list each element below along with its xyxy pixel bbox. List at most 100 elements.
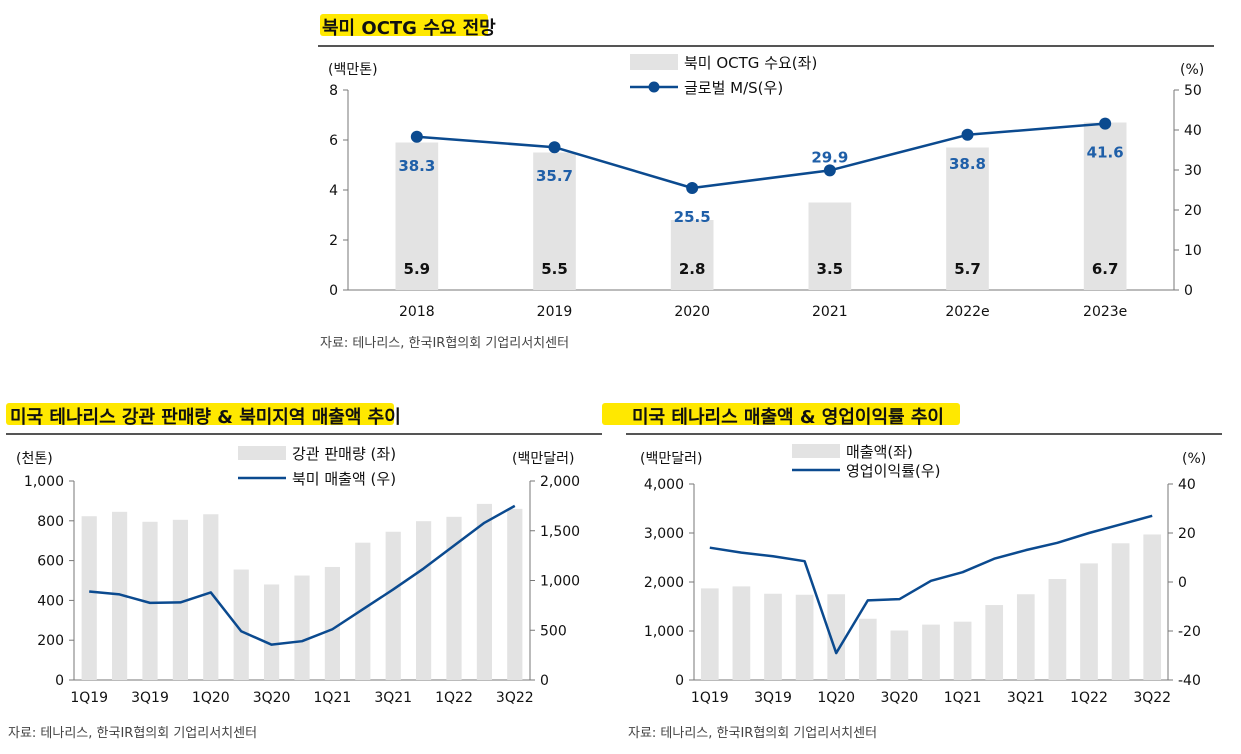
title-rule-top (318, 45, 1214, 47)
bar-value-label: 3.5 (817, 260, 844, 278)
right-tick-label: 10 (1184, 243, 1202, 259)
left-tick-label: 0 (675, 673, 684, 689)
left-tick-label: 6 (329, 133, 338, 149)
x-tick-label: 3Q22 (1133, 690, 1171, 706)
bar (533, 152, 576, 290)
left-tick-label: 1,000 (24, 474, 64, 490)
bar (324, 566, 340, 680)
bar (953, 621, 972, 680)
bar (985, 605, 1004, 680)
line-point (961, 128, 974, 141)
series-line (709, 514, 1153, 655)
right-tick-label: 1,500 (540, 524, 580, 540)
x-tick-label: 3Q20 (253, 690, 291, 706)
left-tick-label: 4,000 (644, 477, 684, 493)
right-tick-label: 20 (1184, 203, 1202, 219)
line-point (1099, 117, 1112, 130)
x-tick-label: 3Q19 (131, 690, 169, 706)
legend-marker-top (648, 81, 660, 93)
right-tick-label: -40 (1178, 673, 1201, 689)
chart-bottom-left: 0 200 400 600 800 1,000 0 500 1,000 1,500 2,000 1Q1… (24, 474, 580, 706)
x-tick-label: 2022e (945, 304, 989, 320)
bar (946, 147, 989, 290)
bar (922, 624, 940, 680)
title-rule-bottom-left (6, 433, 602, 435)
right-tick-label: 1,000 (540, 574, 580, 590)
title-rule-bottom-right (626, 433, 1222, 435)
legend-bar-swatch-bottom-right (792, 444, 840, 458)
source-bottom-right: 자료: 테나리스, 한국IR협의회 기업리서치센터 (628, 726, 878, 741)
chart-bottom-right: 0 1,000 2,000 3,000 4,000 -40 -20 0 20 40 1Q19 3Q19… (644, 477, 1201, 706)
right-tick-label: 50 (1184, 83, 1202, 99)
legend-line-bottom-left: 북미 매출액 (우) (292, 470, 396, 488)
x-tick-label: 1Q20 (192, 690, 230, 706)
right-tick-label: 2,000 (540, 474, 580, 490)
bar (355, 542, 371, 680)
x-tick-label: 1Q19 (691, 690, 729, 706)
left-tick-label: 2 (329, 233, 338, 249)
legend-line-bottom-right: 영업이익률(우) (846, 462, 941, 480)
line-point (410, 130, 423, 143)
legend-bar-swatch-bottom-left (238, 446, 286, 460)
bar (81, 516, 97, 680)
bar (416, 521, 432, 680)
x-tick-label: 2023e (1083, 304, 1127, 320)
left-tick-label: 1,000 (644, 624, 684, 640)
bar-value-label: 2.8 (679, 260, 706, 278)
line-point (823, 164, 836, 177)
left-tick-label: 200 (37, 633, 64, 649)
bar (1048, 579, 1067, 680)
right-axis-unit-bottom-right: (%) (1182, 451, 1206, 467)
x-tick-label: 2018 (399, 304, 435, 320)
bar (890, 630, 909, 680)
bar (476, 503, 492, 680)
x-tick-label: 2021 (812, 304, 848, 320)
line-value-label: 29.9 (811, 148, 848, 166)
left-axis-unit-bottom-right: (백만달러) (640, 451, 702, 467)
x-tick-label: 3Q22 (496, 690, 534, 706)
bar-value-label: 6.7 (1092, 260, 1119, 278)
line-point (548, 141, 561, 154)
legend-bar-top: 북미 OCTG 수요(좌) (684, 54, 817, 72)
bar (446, 516, 462, 680)
bar (385, 531, 401, 680)
line-value-label: 41.6 (1087, 144, 1124, 162)
right-axis-unit-bottom-left: (백만달러) (512, 451, 574, 467)
line-value-label: 35.7 (536, 167, 573, 185)
left-tick-label: 2,000 (644, 575, 684, 591)
left-axis-unit-top: (백만톤) (328, 62, 378, 78)
chart-title-bottom-right: 미국 테나리스 매출액 & 영업이익률 추이 (632, 407, 944, 428)
left-tick-label: 4 (329, 183, 338, 199)
bar (142, 521, 158, 680)
chart-title-top: 북미 OCTG 수요 전망 (322, 18, 496, 39)
left-tick-label: 3,000 (644, 526, 684, 542)
x-tick-label: 1Q20 (817, 690, 855, 706)
left-tick-label: 400 (37, 593, 64, 609)
bar (264, 584, 280, 680)
x-tick-label: 3Q21 (374, 690, 412, 706)
right-tick-label: 40 (1178, 477, 1196, 493)
bar (670, 220, 714, 290)
bar (233, 569, 249, 680)
bar (507, 508, 523, 680)
bar-value-label: 5.5 (541, 260, 568, 278)
bar (732, 586, 751, 680)
source-top: 자료: 테나리스, 한국IR협의회 기업리서치센터 (320, 336, 570, 351)
bar (1016, 594, 1035, 680)
x-tick-label: 2020 (674, 304, 710, 320)
bar (1143, 534, 1162, 680)
x-tick-label: 3Q19 (754, 690, 792, 706)
right-tick-label: -20 (1178, 624, 1201, 640)
bar (700, 588, 719, 680)
line-value-label: 38.8 (949, 155, 986, 173)
bar (1080, 563, 1098, 680)
bar-value-label: 5.9 (404, 260, 431, 278)
title-highlight (320, 14, 488, 36)
x-tick-label: 1Q22 (435, 690, 473, 706)
bar (764, 593, 782, 680)
chart-top: 0 2 4 6 8 0 10 20 30 40 50 5.9 5.5 2.8 3.5 5.7 6.7 38.3 35… (329, 83, 1202, 320)
bar-value-label: 5.7 (954, 260, 981, 278)
legend-bar-bottom-left: 강관 판매량 (좌) (292, 445, 396, 463)
bar (1083, 122, 1127, 290)
x-tick-label: 3Q20 (881, 690, 919, 706)
